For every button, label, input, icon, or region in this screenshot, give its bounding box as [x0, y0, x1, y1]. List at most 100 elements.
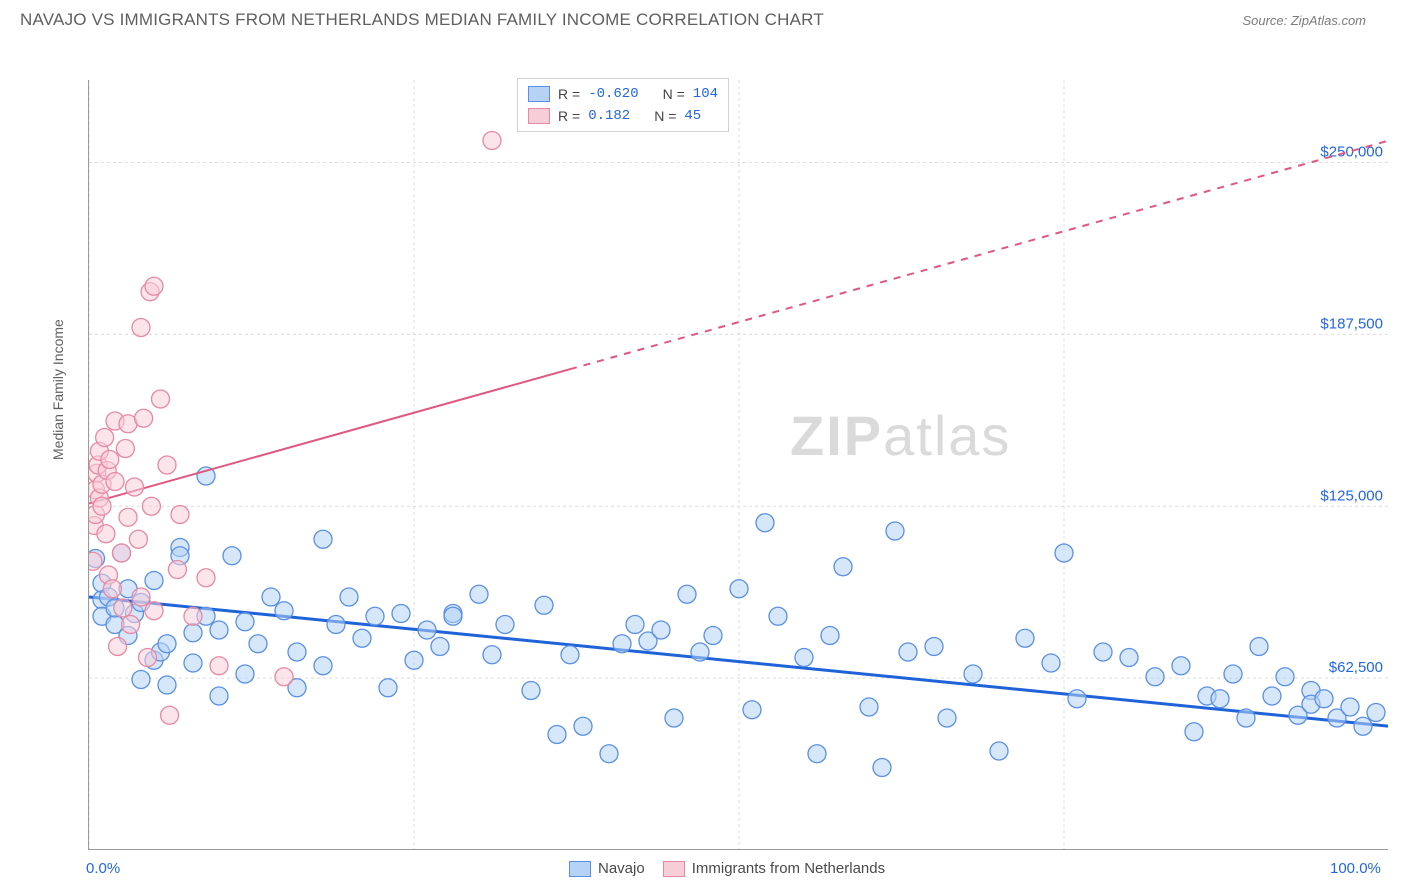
- scatter-point: [1211, 690, 1229, 708]
- scatter-point: [161, 706, 179, 724]
- scatter-point: [379, 679, 397, 697]
- scatter-point: [101, 451, 119, 469]
- scatter-point: [158, 635, 176, 653]
- n-value: 45: [684, 105, 701, 127]
- scatter-point: [548, 726, 566, 744]
- legend-stat-row: R =-0.620N =104: [528, 83, 718, 105]
- scatter-point: [288, 643, 306, 661]
- scatter-point: [444, 607, 462, 625]
- scatter-point: [129, 530, 147, 548]
- scatter-point: [223, 547, 241, 565]
- scatter-point: [1315, 690, 1333, 708]
- scatter-point: [158, 676, 176, 694]
- scatter-point: [886, 522, 904, 540]
- scatter-point: [88, 552, 102, 570]
- scatter-point: [103, 580, 121, 598]
- scatter-point: [600, 745, 618, 763]
- scatter-point: [366, 607, 384, 625]
- scatter-point: [1341, 698, 1359, 716]
- y-axis-label: Median Family Income: [50, 319, 66, 460]
- scatter-point: [1172, 657, 1190, 675]
- scatter-point: [990, 742, 1008, 760]
- legend-item-label: Immigrants from Netherlands: [692, 860, 885, 877]
- y-tick-label: $187,500: [1320, 315, 1383, 332]
- scatter-point: [1146, 668, 1164, 686]
- scatter-point: [470, 585, 488, 603]
- scatter-point: [1120, 649, 1138, 667]
- scatter-point: [152, 390, 170, 408]
- scatter-point: [405, 651, 423, 669]
- scatter-point: [496, 616, 514, 634]
- scatter-point: [1042, 654, 1060, 672]
- scatter-point: [860, 698, 878, 716]
- scatter-point: [938, 709, 956, 727]
- r-value: -0.620: [588, 83, 638, 105]
- scatter-point: [925, 638, 943, 656]
- scatter-point: [561, 646, 579, 664]
- scatter-point: [210, 657, 228, 675]
- scatter-point: [236, 613, 254, 631]
- scatter-point: [142, 497, 160, 515]
- scatter-point: [1276, 668, 1294, 686]
- scatter-point: [122, 616, 140, 634]
- scatter-point: [145, 572, 163, 590]
- scatter-point: [97, 525, 115, 543]
- correlation-legend: R =-0.620N =104R = 0.182 N = 45: [517, 78, 729, 132]
- scatter-point: [1094, 643, 1112, 661]
- scatter-point: [126, 478, 144, 496]
- series-legend: NavajoImmigrants from Netherlands: [569, 860, 885, 877]
- scatter-point: [756, 514, 774, 532]
- scatter-point: [184, 607, 202, 625]
- scatter-point: [743, 701, 761, 719]
- scatter-point: [418, 621, 436, 639]
- scatter-point: [1237, 709, 1255, 727]
- r-label: R =: [558, 105, 580, 127]
- scatter-point: [210, 621, 228, 639]
- scatter-point: [132, 671, 150, 689]
- scatter-plot: $62,500$125,000$187,500$250,000: [88, 80, 1388, 850]
- scatter-point: [158, 456, 176, 474]
- scatter-point: [1055, 544, 1073, 562]
- n-value: 104: [693, 83, 718, 105]
- scatter-point: [96, 429, 114, 447]
- scatter-point: [769, 607, 787, 625]
- scatter-point: [353, 629, 371, 647]
- source-label: Source: ZipAtlas.com: [1242, 13, 1366, 28]
- scatter-point: [135, 409, 153, 427]
- scatter-point: [574, 717, 592, 735]
- scatter-point: [678, 585, 696, 603]
- scatter-point: [184, 624, 202, 642]
- scatter-point: [834, 558, 852, 576]
- scatter-point: [340, 588, 358, 606]
- scatter-point: [652, 621, 670, 639]
- scatter-point: [314, 657, 332, 675]
- scatter-point: [236, 665, 254, 683]
- scatter-point: [184, 654, 202, 672]
- scatter-point: [665, 709, 683, 727]
- scatter-point: [145, 602, 163, 620]
- legend-swatch: [663, 861, 685, 877]
- x-axis-min-label: 0.0%: [86, 860, 120, 877]
- r-value: 0.182: [588, 105, 630, 127]
- scatter-point: [535, 596, 553, 614]
- scatter-point: [873, 759, 891, 777]
- scatter-point: [1250, 638, 1268, 656]
- scatter-point: [899, 643, 917, 661]
- scatter-point: [132, 588, 150, 606]
- scatter-point: [730, 580, 748, 598]
- scatter-point: [964, 665, 982, 683]
- scatter-point: [392, 605, 410, 623]
- scatter-point: [93, 497, 111, 515]
- legend-swatch: [528, 86, 550, 102]
- scatter-point: [327, 616, 345, 634]
- scatter-point: [431, 638, 449, 656]
- scatter-point: [109, 638, 127, 656]
- scatter-point: [1185, 723, 1203, 741]
- y-tick-label: $62,500: [1329, 659, 1383, 676]
- x-axis-max-label: 100.0%: [1330, 860, 1381, 877]
- legend-stat-row: R = 0.182 N = 45: [528, 105, 718, 127]
- scatter-point: [275, 602, 293, 620]
- scatter-point: [795, 649, 813, 667]
- n-label: N =: [654, 105, 676, 127]
- scatter-point: [262, 588, 280, 606]
